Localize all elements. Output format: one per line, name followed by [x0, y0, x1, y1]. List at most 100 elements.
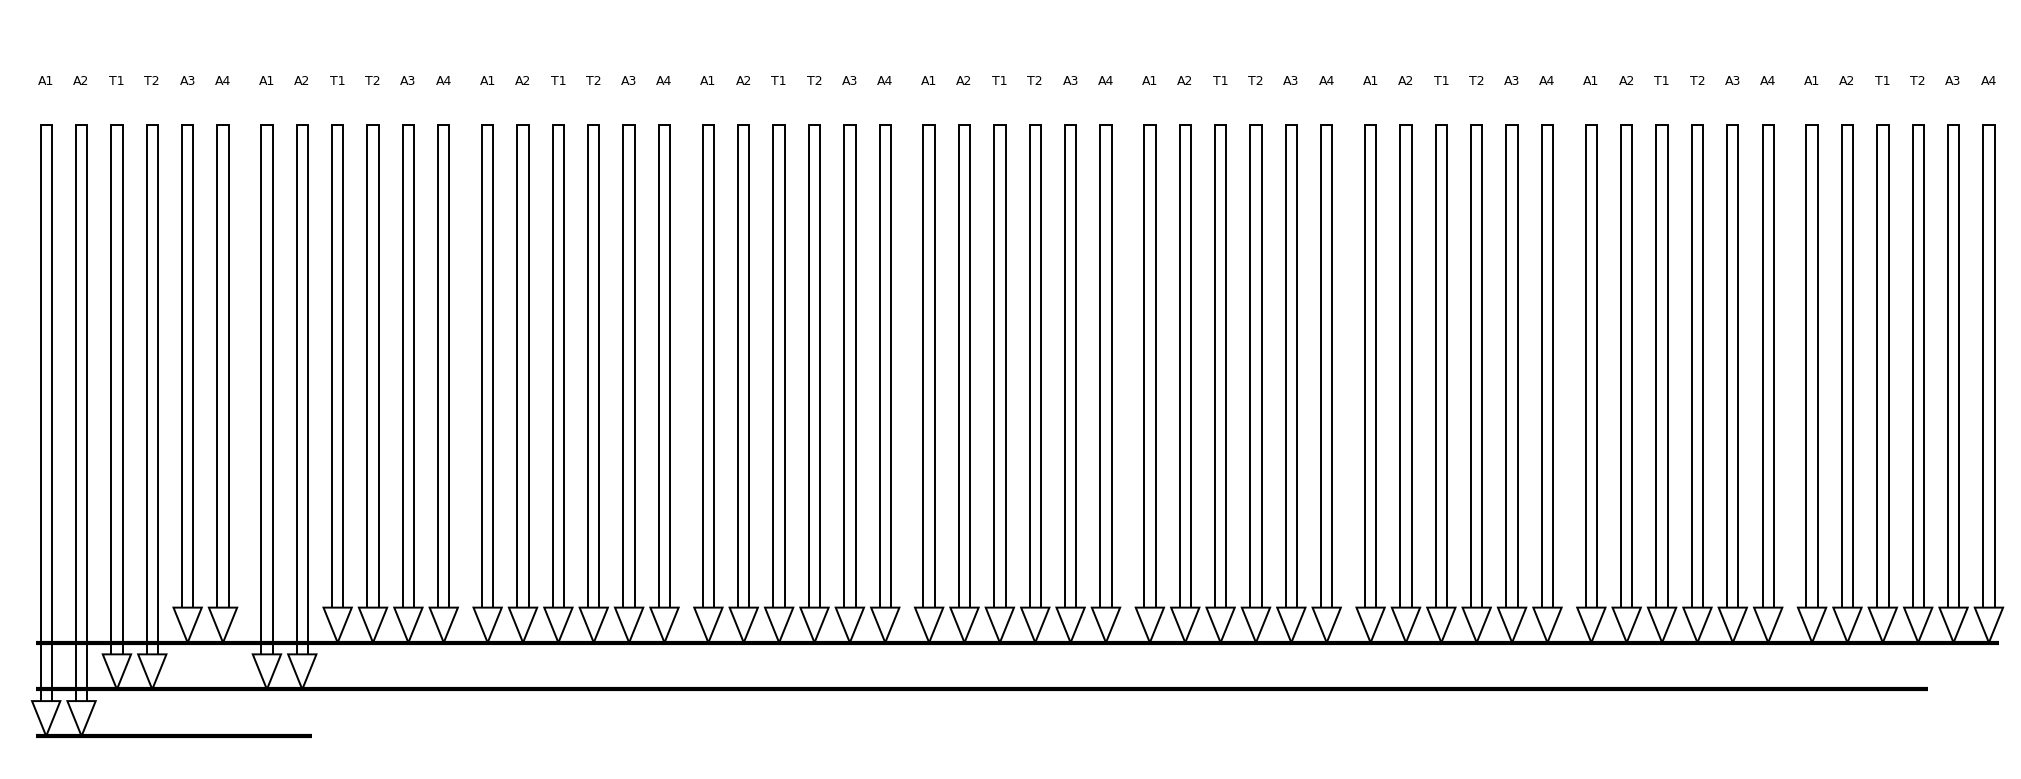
Text: A3: A3 — [1946, 76, 1962, 88]
Polygon shape — [1799, 608, 1827, 643]
Text: T1: T1 — [1213, 76, 1229, 88]
Polygon shape — [1683, 608, 1712, 643]
Text: A4: A4 — [877, 76, 893, 88]
Text: A4: A4 — [1540, 76, 1556, 88]
Text: A3: A3 — [841, 76, 859, 88]
Polygon shape — [1576, 608, 1605, 643]
Text: A4: A4 — [437, 76, 453, 88]
Polygon shape — [289, 654, 317, 689]
Text: T1: T1 — [772, 76, 786, 88]
Text: A1: A1 — [479, 76, 495, 88]
Polygon shape — [1136, 608, 1164, 643]
Polygon shape — [916, 608, 944, 643]
Text: T2: T2 — [1690, 76, 1706, 88]
Text: T1: T1 — [1655, 76, 1669, 88]
Text: T2: T2 — [586, 76, 602, 88]
Text: A4: A4 — [1097, 76, 1114, 88]
Text: A3: A3 — [1504, 76, 1520, 88]
Polygon shape — [1277, 608, 1306, 643]
Text: A2: A2 — [956, 76, 972, 88]
Text: A3: A3 — [620, 76, 637, 88]
Text: A3: A3 — [400, 76, 416, 88]
Text: T2: T2 — [143, 76, 160, 88]
Polygon shape — [1498, 608, 1526, 643]
Text: A3: A3 — [1063, 76, 1079, 88]
Text: A3: A3 — [1724, 76, 1740, 88]
Text: A4: A4 — [1760, 76, 1776, 88]
Text: A1: A1 — [259, 76, 275, 88]
Polygon shape — [509, 608, 538, 643]
Text: A1: A1 — [38, 76, 55, 88]
Text: T2: T2 — [806, 76, 823, 88]
Polygon shape — [651, 608, 679, 643]
Text: A2: A2 — [1176, 76, 1194, 88]
Text: A3: A3 — [1283, 76, 1300, 88]
Text: A1: A1 — [922, 76, 938, 88]
Polygon shape — [1241, 608, 1269, 643]
Polygon shape — [253, 654, 281, 689]
Polygon shape — [32, 701, 61, 736]
Text: T2: T2 — [1027, 76, 1043, 88]
Text: T1: T1 — [109, 76, 125, 88]
Polygon shape — [1869, 608, 1898, 643]
Text: A2: A2 — [1839, 76, 1855, 88]
Polygon shape — [1091, 608, 1120, 643]
Text: T2: T2 — [1249, 76, 1263, 88]
Text: A2: A2 — [1619, 76, 1635, 88]
Text: A2: A2 — [73, 76, 89, 88]
Polygon shape — [1718, 608, 1746, 643]
Polygon shape — [103, 654, 131, 689]
Text: A4: A4 — [1318, 76, 1336, 88]
Text: A2: A2 — [295, 76, 311, 88]
Polygon shape — [986, 608, 1015, 643]
Text: T2: T2 — [1469, 76, 1485, 88]
Polygon shape — [1427, 608, 1455, 643]
Polygon shape — [323, 608, 352, 643]
Text: A1: A1 — [1805, 76, 1821, 88]
Polygon shape — [1647, 608, 1675, 643]
Polygon shape — [837, 608, 865, 643]
Polygon shape — [137, 654, 166, 689]
Text: A2: A2 — [515, 76, 532, 88]
Polygon shape — [695, 608, 724, 643]
Text: T2: T2 — [1910, 76, 1926, 88]
Polygon shape — [473, 608, 501, 643]
Polygon shape — [430, 608, 459, 643]
Text: A1: A1 — [1362, 76, 1378, 88]
Polygon shape — [1534, 608, 1562, 643]
Polygon shape — [1207, 608, 1235, 643]
Text: T1: T1 — [329, 76, 346, 88]
Polygon shape — [766, 608, 794, 643]
Polygon shape — [1356, 608, 1384, 643]
Text: A2: A2 — [736, 76, 752, 88]
Polygon shape — [1021, 608, 1049, 643]
Polygon shape — [950, 608, 978, 643]
Text: A1: A1 — [1142, 76, 1158, 88]
Polygon shape — [208, 608, 236, 643]
Polygon shape — [1754, 608, 1783, 643]
Polygon shape — [614, 608, 643, 643]
Polygon shape — [67, 701, 95, 736]
Text: T1: T1 — [992, 76, 1008, 88]
Polygon shape — [580, 608, 608, 643]
Polygon shape — [1613, 608, 1641, 643]
Polygon shape — [871, 608, 899, 643]
Text: A3: A3 — [180, 76, 196, 88]
Text: A4: A4 — [657, 76, 673, 88]
Polygon shape — [1463, 608, 1491, 643]
Text: T1: T1 — [550, 76, 566, 88]
Polygon shape — [174, 608, 202, 643]
Text: T1: T1 — [1875, 76, 1892, 88]
Polygon shape — [1940, 608, 1968, 643]
Polygon shape — [394, 608, 422, 643]
Polygon shape — [1833, 608, 1861, 643]
Text: A1: A1 — [699, 76, 717, 88]
Polygon shape — [1057, 608, 1085, 643]
Polygon shape — [1904, 608, 1932, 643]
Text: T1: T1 — [1433, 76, 1449, 88]
Polygon shape — [800, 608, 829, 643]
Polygon shape — [1392, 608, 1421, 643]
Polygon shape — [360, 608, 388, 643]
Polygon shape — [544, 608, 572, 643]
Text: A1: A1 — [1582, 76, 1599, 88]
